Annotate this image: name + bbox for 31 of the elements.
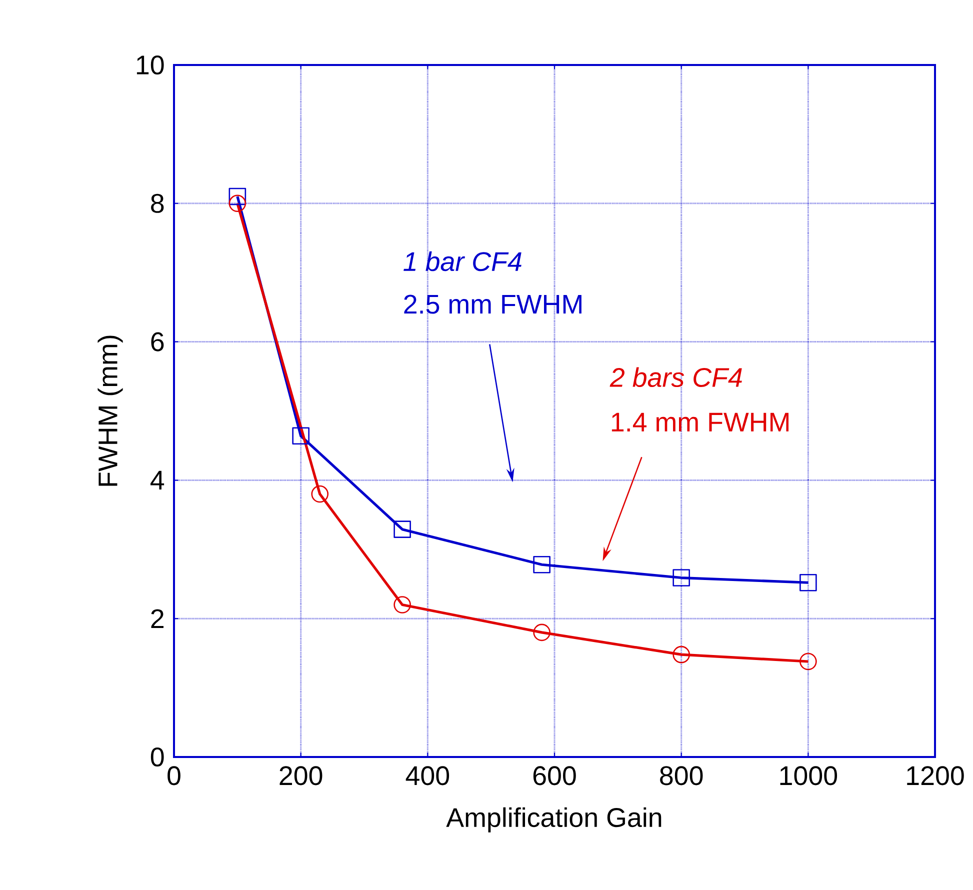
x-tick-label: 1200: [907, 766, 964, 786]
point: [800, 574, 817, 592]
annotation: 2 bars CF4: [610, 367, 742, 388]
annotation: 2.5 mm FWHM: [404, 294, 582, 314]
point: [672, 569, 690, 586]
point: [311, 485, 329, 503]
x-tick-label: 200: [280, 766, 322, 786]
x-tick-label: 400: [406, 766, 450, 786]
x-tick-label: 600: [533, 766, 576, 786]
annotation: 1 bar CF4: [404, 251, 522, 272]
y-tick-label: 4: [150, 470, 164, 490]
point: [800, 652, 817, 670]
point: [228, 194, 246, 212]
x-axis-title: Amplification Gain: [446, 807, 662, 832]
x-tick-label: 800: [660, 766, 703, 786]
point: [533, 556, 550, 574]
y-tick-label: 10: [136, 55, 164, 75]
point: [672, 646, 690, 664]
annotation: 1.4 mm FWHM: [612, 412, 788, 432]
y-axis-title: FWHM (mm): [98, 336, 123, 486]
y-tick-label: 2: [151, 609, 164, 628]
point: [533, 624, 550, 642]
x-tick-label: 1000: [780, 766, 838, 786]
point: [228, 188, 246, 206]
x-tick-label: 0: [168, 766, 180, 786]
point: [394, 596, 411, 614]
y-tick-label: 8: [151, 194, 164, 213]
point: [292, 427, 310, 445]
point: [394, 520, 411, 538]
y-tick-label: 6: [151, 332, 164, 352]
y-tick-label: 0: [150, 747, 164, 767]
